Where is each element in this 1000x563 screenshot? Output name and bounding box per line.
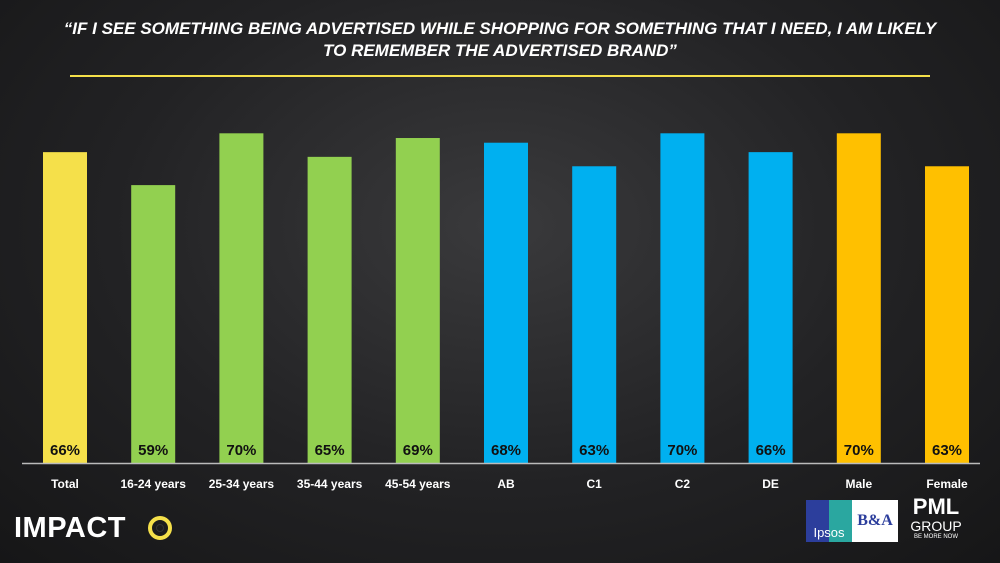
data-label: 59% — [138, 442, 168, 459]
bar-16-24-years — [131, 185, 176, 464]
bar-female — [925, 166, 969, 463]
ipsos-logo: Ipsos — [806, 500, 852, 542]
bar-c2 — [660, 133, 705, 464]
category-label: Total — [51, 477, 79, 491]
bar-45-54-years — [395, 138, 440, 463]
category-label: 45-54 years — [385, 477, 451, 491]
data-label: 70% — [844, 442, 874, 459]
bar-total — [43, 152, 87, 463]
pml-group-logo: PML GROUP BE MORE NOW — [906, 494, 966, 541]
data-label: 63% — [932, 442, 962, 459]
impact-logo: IMPACT — [14, 512, 127, 544]
data-label: 65% — [315, 442, 345, 459]
category-label: 16-24 years — [121, 477, 187, 491]
data-label: 69% — [403, 442, 433, 459]
ba-logo: B&A — [852, 500, 898, 542]
data-label: 70% — [667, 442, 697, 459]
bar-c1 — [572, 166, 617, 463]
group-text: GROUP — [910, 518, 962, 534]
tagline-text: BE MORE NOW — [913, 534, 958, 540]
target-icon — [148, 516, 172, 540]
category-label: C2 — [675, 477, 691, 491]
pml-text: PML — [912, 494, 960, 519]
data-label: 66% — [50, 442, 80, 459]
bar-ab — [484, 142, 528, 463]
category-label: 25-34 years — [209, 477, 275, 491]
title-divider — [70, 75, 930, 77]
data-label: 70% — [226, 442, 256, 459]
data-label: 66% — [756, 442, 786, 459]
chart-title: “IF I SEE SOMETHING BEING ADVERTISED WHI… — [63, 19, 937, 60]
category-label: Female — [926, 477, 968, 491]
category-label: AB — [497, 477, 515, 491]
category-label: C1 — [587, 477, 603, 491]
bar-de — [748, 152, 793, 463]
bar-25-34-years — [219, 133, 264, 464]
category-label: Male — [845, 477, 872, 491]
category-label: DE — [762, 477, 779, 491]
data-label: 68% — [491, 442, 521, 459]
data-label: 63% — [579, 442, 609, 459]
bar-male — [836, 133, 881, 464]
category-label: 35-44 years — [297, 477, 363, 491]
bar-35-44-years — [307, 156, 352, 463]
